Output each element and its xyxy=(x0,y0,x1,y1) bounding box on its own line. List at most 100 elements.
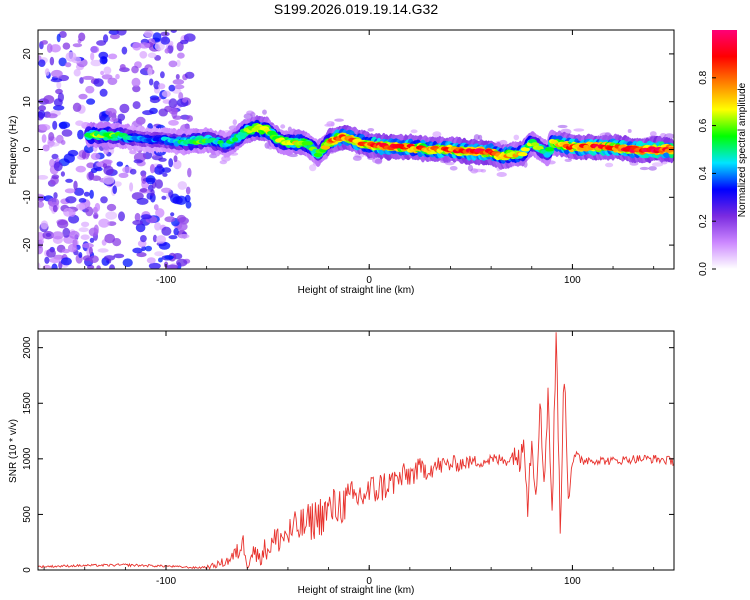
colorbar-tick-label: 0.2 xyxy=(698,214,709,228)
noise-blob xyxy=(153,204,159,211)
noise-blob xyxy=(132,220,144,226)
noise-blob xyxy=(68,214,80,224)
noise-blob xyxy=(173,155,178,163)
noise-blob xyxy=(232,119,237,126)
noise-blob xyxy=(410,129,418,134)
noise-blob xyxy=(41,40,48,45)
noise-blob xyxy=(46,43,53,53)
noise-blob xyxy=(99,88,108,97)
noise-blob xyxy=(98,218,110,228)
noise-blob xyxy=(80,234,90,240)
noise-blob xyxy=(58,121,71,129)
noise-blob xyxy=(161,90,171,98)
noise-blob xyxy=(51,231,64,240)
noise-blob xyxy=(160,36,171,45)
noise-blob xyxy=(121,46,128,55)
noise-blob xyxy=(432,131,442,138)
noise-blob xyxy=(136,252,147,258)
noise-blob xyxy=(136,197,149,205)
noise-blob xyxy=(119,103,130,114)
noise-blob xyxy=(46,113,58,119)
ridge-cell xyxy=(267,130,277,136)
noise-blob xyxy=(38,124,51,131)
noise-blob xyxy=(118,211,125,222)
noise-blob xyxy=(152,234,158,243)
noise-blob xyxy=(82,242,94,249)
snr-background xyxy=(38,331,674,570)
noise-blob xyxy=(140,235,147,243)
noise-blob xyxy=(100,196,108,204)
noise-blob xyxy=(605,162,614,168)
noise-blob xyxy=(72,43,83,48)
noise-blob xyxy=(156,164,163,169)
noise-blob xyxy=(138,42,151,49)
noise-blob xyxy=(91,175,102,181)
ridge-cell xyxy=(544,152,551,157)
noise-blob xyxy=(81,221,90,227)
noise-blob xyxy=(246,110,255,115)
noise-blob xyxy=(78,198,87,203)
noise-blob xyxy=(158,257,163,263)
noise-blob xyxy=(42,144,50,152)
noise-blob xyxy=(99,56,108,65)
colorbar-ticks: 0.0 0.2 0.4 0.6 0.8 xyxy=(698,70,716,276)
noise-blob xyxy=(513,134,520,141)
noise-blob xyxy=(142,110,154,116)
noise-blob xyxy=(108,53,118,60)
noise-blob xyxy=(38,262,41,269)
snr-y-ticks: 0 500 1000 1500 2000 xyxy=(22,336,674,573)
spectrogram-x-label: Height of straight line (km) xyxy=(298,285,415,296)
noise-blob xyxy=(52,120,58,130)
noise-blob xyxy=(129,150,137,155)
noise-blob xyxy=(73,180,78,191)
noise-blob xyxy=(73,68,81,77)
noise-blob xyxy=(166,264,179,269)
noise-blob xyxy=(85,206,94,217)
x-tick-label: -100 xyxy=(156,576,176,587)
noise-blob xyxy=(478,134,483,141)
noise-blob xyxy=(149,164,155,174)
noise-blob xyxy=(161,187,172,193)
noise-blob xyxy=(96,265,101,269)
spectrogram-x-ticks: -100 0 100 xyxy=(43,30,655,286)
noise-blob xyxy=(65,178,73,183)
noise-blob xyxy=(67,243,78,253)
noise-blob xyxy=(133,159,143,164)
noise-blob xyxy=(85,85,95,94)
noise-blob xyxy=(132,247,143,254)
noise-blob xyxy=(145,245,152,252)
noise-blob xyxy=(57,219,69,229)
x-tick-label: -100 xyxy=(156,275,176,286)
snr-frame xyxy=(37,330,675,571)
noise-blob xyxy=(119,64,126,70)
y-tick-label: 1500 xyxy=(22,392,33,415)
noise-blob xyxy=(53,161,63,172)
noise-blob xyxy=(182,98,188,103)
noise-blob xyxy=(61,248,70,254)
noise-blob xyxy=(56,81,62,89)
noise-blob xyxy=(154,42,165,51)
figure-title: S199.2026.019.19.14.G32 xyxy=(274,1,438,17)
noise-blob xyxy=(367,128,375,132)
noise-blob xyxy=(185,186,191,195)
noise-blob xyxy=(186,115,193,122)
noise-blob xyxy=(59,31,67,38)
ridge-cell xyxy=(520,147,530,152)
noise-blob xyxy=(49,158,56,168)
noise-blob xyxy=(154,222,162,231)
noise-blob xyxy=(53,192,58,199)
noise-blob xyxy=(103,66,112,75)
noise-blob xyxy=(38,109,46,119)
ridge-cell xyxy=(232,137,239,142)
noise-blob xyxy=(76,203,86,210)
noise-blob xyxy=(175,74,180,80)
noise-blob xyxy=(93,78,104,87)
noise-blob xyxy=(89,189,94,199)
noise-blob xyxy=(86,162,96,169)
noise-blob xyxy=(72,102,82,113)
noise-blob xyxy=(90,167,98,174)
x-tick-label: 0 xyxy=(366,275,372,286)
noise-blob xyxy=(155,208,165,218)
colorbar-gradient xyxy=(712,30,737,269)
noise-blob xyxy=(168,158,174,168)
